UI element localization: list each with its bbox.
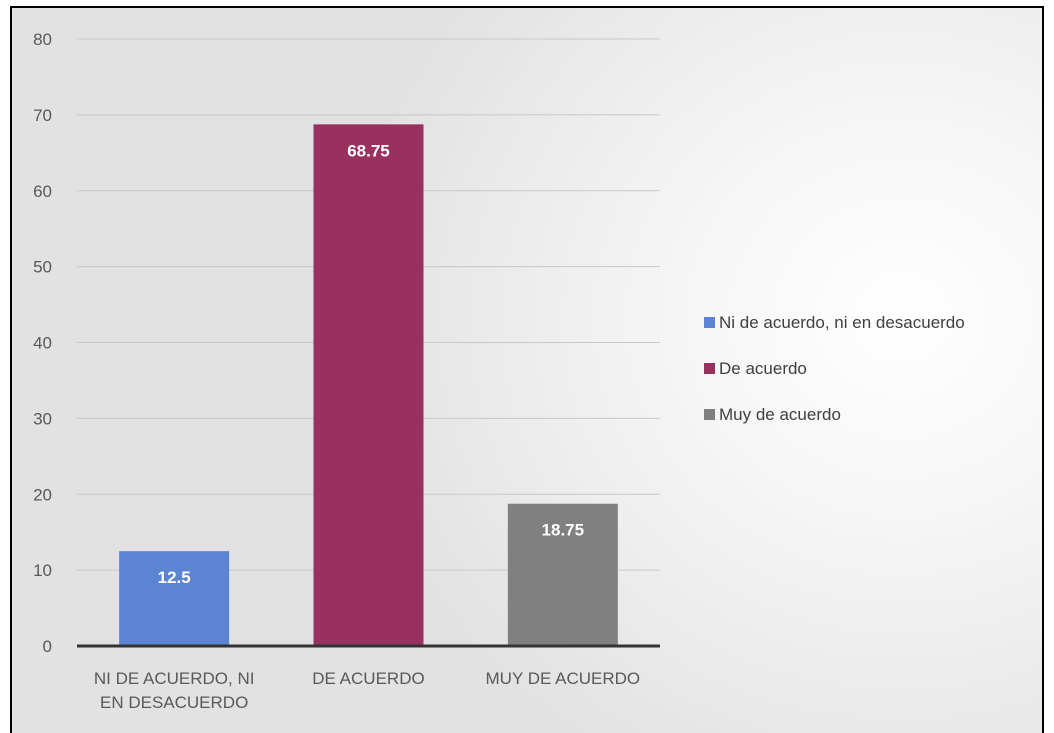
chart-frame: 0 10 20 30 40 50 60 70 80 12.5 68.75 18.75 NI DE A… <box>10 6 1044 733</box>
x-category-label-line: EN DESACUERDO <box>100 693 248 712</box>
y-tick-label: 70 <box>33 106 52 125</box>
y-tick-label: 50 <box>33 258 52 277</box>
legend: Ni de acuerdo, ni en desacuerdo De acuerd… <box>704 313 965 424</box>
y-tick-label: 80 <box>33 30 52 49</box>
x-category-label: DE ACUERDO <box>312 669 424 688</box>
legend-swatch <box>704 363 715 374</box>
legend-swatch <box>704 409 715 420</box>
y-tick-label: 20 <box>33 485 52 504</box>
legend-label: De acuerdo <box>719 359 807 378</box>
data-label: 12.5 <box>158 568 191 587</box>
y-axis: 0 10 20 30 40 50 60 70 80 <box>33 30 52 656</box>
y-tick-label: 0 <box>43 637 52 656</box>
x-category-label-line: MUY DE ACUERDO <box>486 669 641 688</box>
legend-swatch <box>704 317 715 328</box>
bar <box>119 551 230 646</box>
legend-label: Ni de acuerdo, ni en desacuerdo <box>719 313 965 332</box>
data-label: 68.75 <box>347 141 390 160</box>
bar <box>313 124 424 646</box>
x-axis: NI DE ACUERDO, NI EN DESACUERDO DE ACUERDO… <box>77 644 660 712</box>
bar-chart: 0 10 20 30 40 50 60 70 80 12.5 68.75 18.75 NI DE A… <box>33 30 965 712</box>
x-category-label-line: DE ACUERDO <box>312 669 424 688</box>
data-label: 18.75 <box>542 521 585 540</box>
y-tick-label: 60 <box>33 182 52 201</box>
legend-label: Muy de acuerdo <box>719 405 841 424</box>
x-category-label: NI DE ACUERDO, NI EN DESACUERDO <box>94 669 255 712</box>
bars: 12.5 68.75 18.75 <box>119 124 618 646</box>
x-category-label-line: NI DE ACUERDO, NI <box>94 669 255 688</box>
bar <box>507 503 618 646</box>
x-category-label: MUY DE ACUERDO <box>486 669 641 688</box>
y-tick-label: 10 <box>33 561 52 580</box>
y-tick-label: 40 <box>33 334 52 353</box>
y-tick-label: 30 <box>33 409 52 428</box>
